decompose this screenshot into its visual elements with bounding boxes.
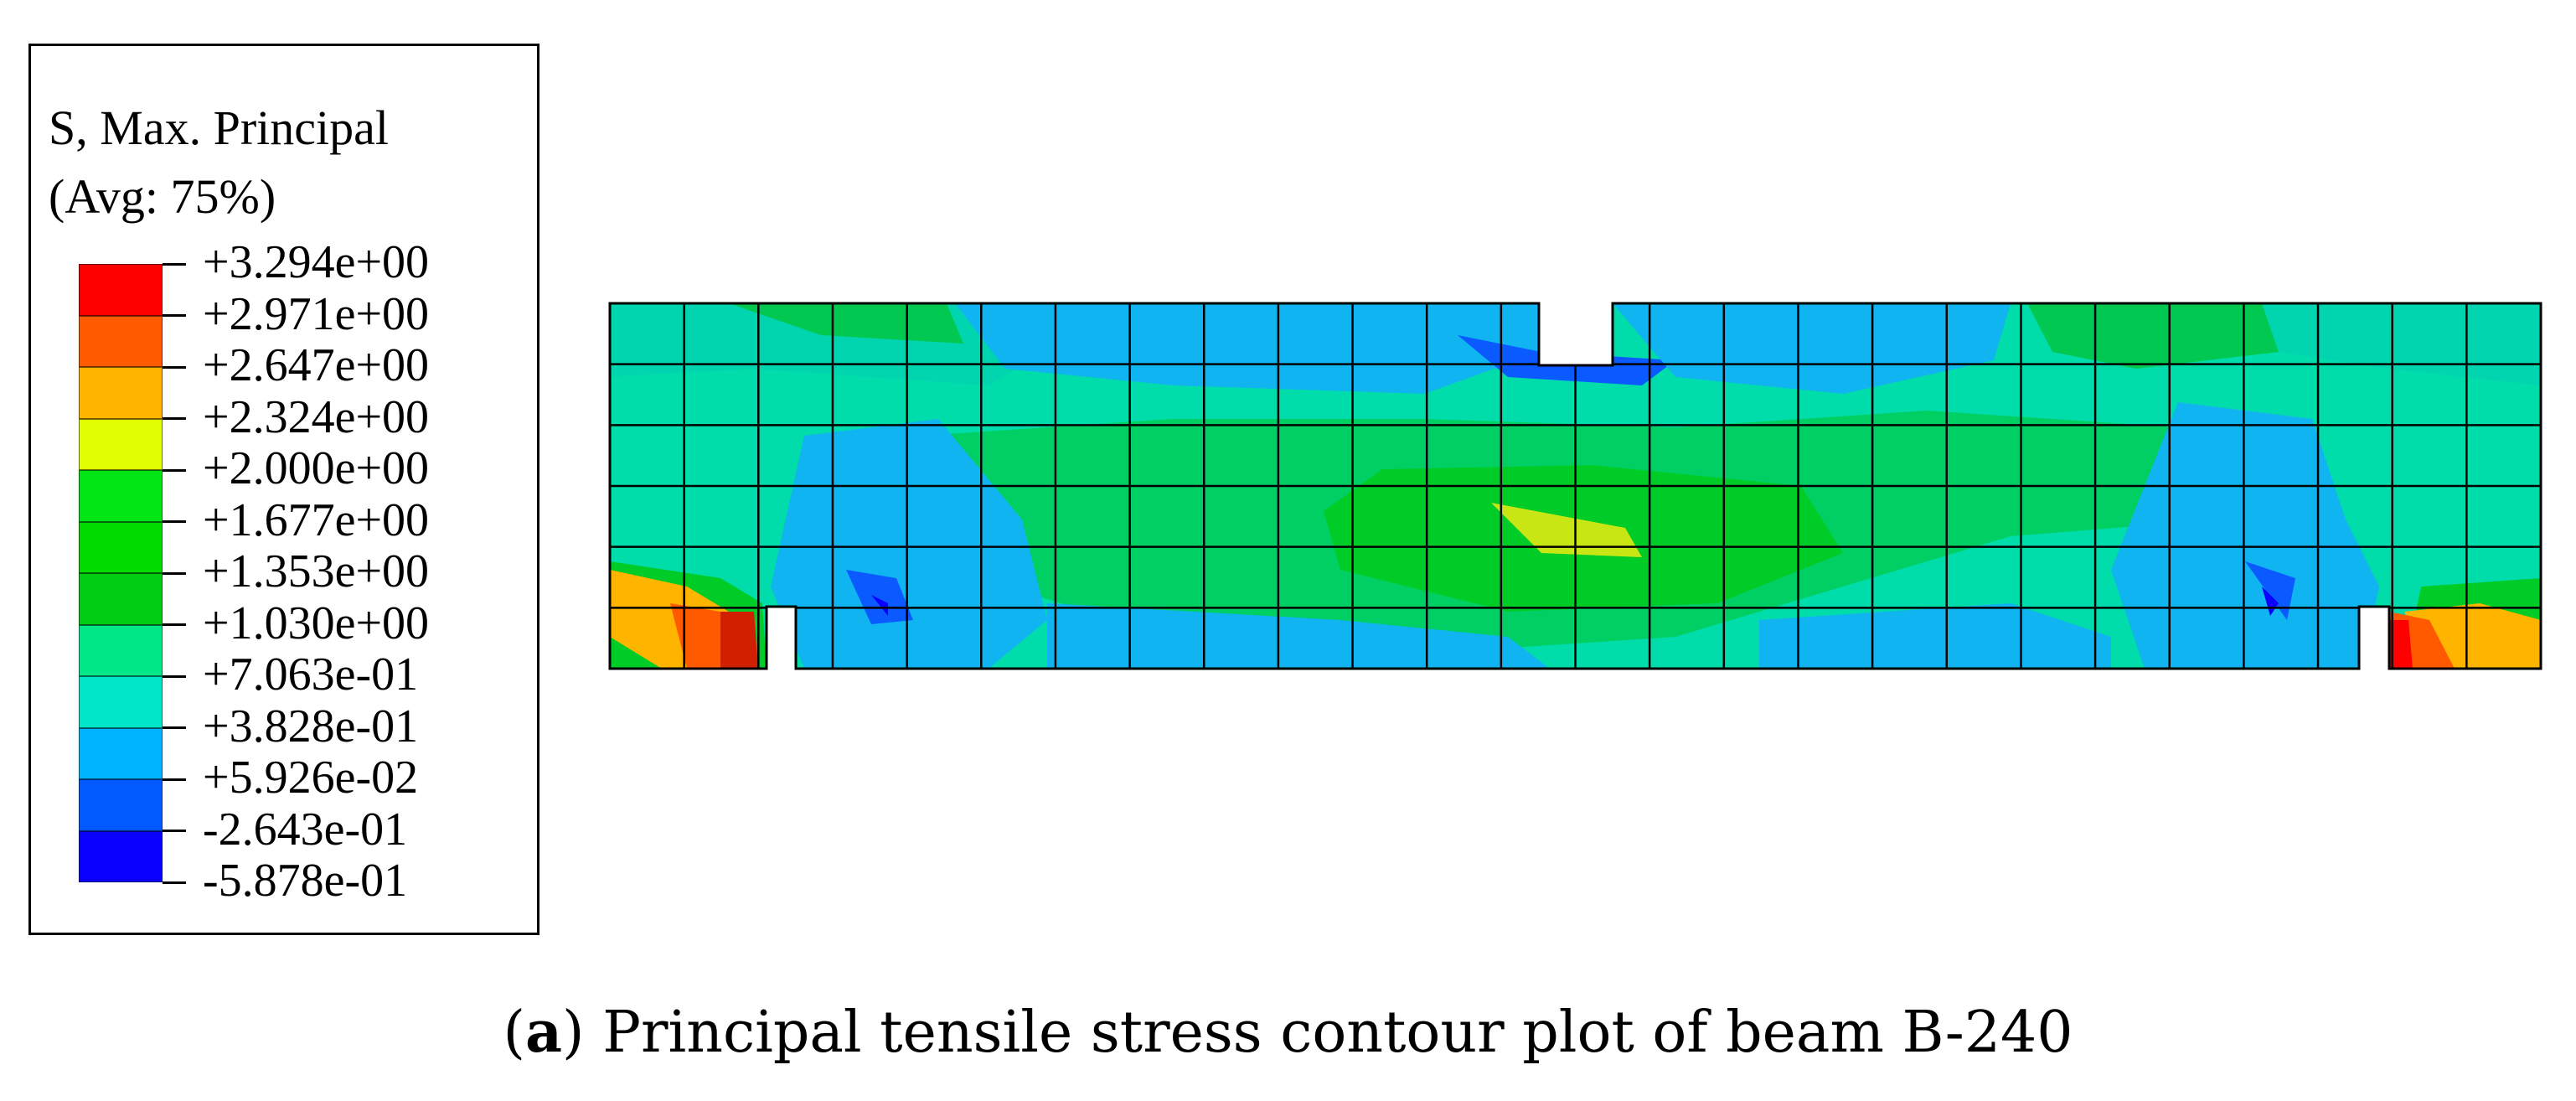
legend-tick bbox=[163, 726, 186, 729]
legend-swatch bbox=[79, 470, 163, 522]
legend-title: S, Max. Principal bbox=[49, 101, 389, 155]
legend-level-label: +2.971e+00 bbox=[203, 287, 430, 340]
legend-swatch bbox=[79, 573, 163, 625]
legend-level-label: +3.294e+00 bbox=[203, 236, 430, 288]
legend-tick bbox=[163, 314, 186, 317]
legend-color-scale bbox=[79, 264, 163, 882]
legend-subtitle: (Avg: 75%) bbox=[49, 169, 276, 224]
legend-tick bbox=[163, 262, 186, 266]
legend-swatch bbox=[79, 779, 163, 831]
legend-level-label: +2.647e+00 bbox=[203, 339, 430, 391]
legend-level-label: +1.353e+00 bbox=[203, 545, 430, 597]
legend-tick bbox=[163, 675, 186, 678]
legend-swatch bbox=[79, 315, 163, 367]
legend-level-label: +5.926e-02 bbox=[203, 752, 419, 804]
legend-tick bbox=[163, 365, 186, 369]
legend-swatch bbox=[79, 624, 163, 676]
legend-swatch bbox=[79, 727, 163, 779]
legend-swatch bbox=[79, 418, 163, 470]
figure-caption: (a) Principal tensile stress contour plo… bbox=[503, 999, 2073, 1066]
legend-swatch bbox=[79, 367, 163, 419]
caption-text: Principal tensile stress contour plot of… bbox=[584, 1000, 2073, 1066]
legend-tick bbox=[163, 417, 186, 420]
legend-tick bbox=[163, 623, 186, 626]
beam-outline bbox=[608, 302, 2542, 670]
legend-swatch bbox=[79, 830, 163, 882]
legend-level-label: -5.878e-01 bbox=[203, 855, 408, 907]
legend-tick bbox=[163, 468, 186, 472]
legend-swatch bbox=[79, 521, 163, 573]
caption-tag: a bbox=[524, 999, 563, 1066]
legend-tick bbox=[163, 881, 186, 884]
legend-tick bbox=[163, 571, 186, 575]
legend-tick bbox=[163, 778, 186, 781]
legend-tick bbox=[163, 520, 186, 523]
legend-swatch bbox=[79, 264, 163, 316]
legend-swatch bbox=[79, 676, 163, 728]
legend-level-label: +3.828e-01 bbox=[203, 700, 419, 752]
legend-level-label: +1.030e+00 bbox=[203, 597, 430, 649]
legend-level-label: +1.677e+00 bbox=[203, 494, 430, 546]
legend-tick bbox=[163, 830, 186, 832]
legend-level-label: +7.063e-01 bbox=[203, 649, 419, 700]
legend-level-label: +2.324e+00 bbox=[203, 390, 430, 443]
legend-level-label: -2.643e-01 bbox=[203, 803, 408, 855]
legend-level-label: +2.000e+00 bbox=[203, 442, 430, 494]
